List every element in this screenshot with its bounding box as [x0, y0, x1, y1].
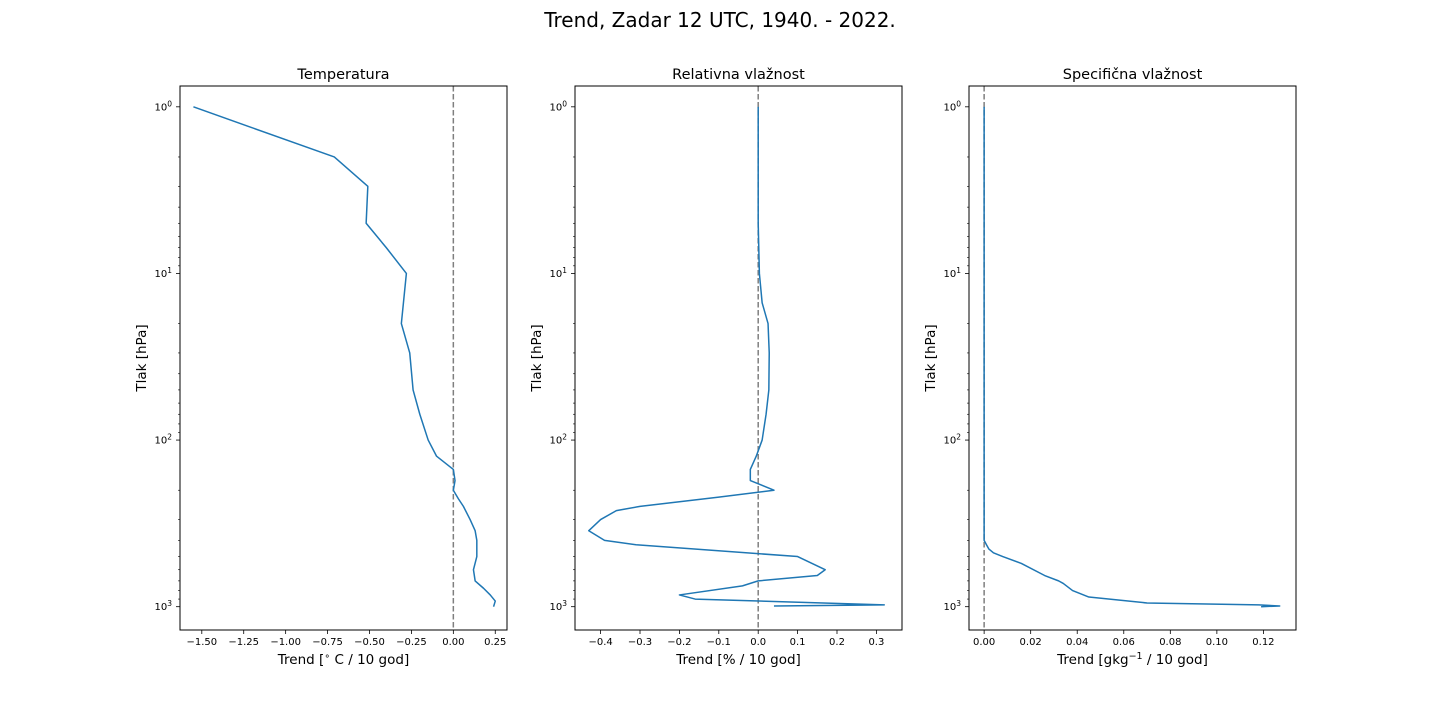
- x-tick-label: 0.25: [484, 637, 506, 648]
- y-tick-label: 100: [154, 99, 172, 114]
- x-tick-label: −0.4: [588, 637, 612, 648]
- plot-frame: [574, 85, 903, 631]
- x-tick-label: 0.02: [1020, 637, 1042, 648]
- x-tick-label: −0.50: [354, 637, 385, 648]
- y-tick-label: 103: [549, 599, 567, 614]
- x-tick-label: 0.00: [442, 637, 464, 648]
- x-tick-label: −0.25: [396, 637, 427, 648]
- x-tick-label: −0.3: [628, 637, 652, 648]
- x-tick-label: 0.08: [1159, 637, 1181, 648]
- series-line-1: [983, 106, 1281, 608]
- x-tick-label: 0.1: [790, 637, 806, 648]
- figure-suptitle: Trend, Zadar 12 UTC, 1940. - 2022.: [544, 8, 896, 32]
- x-tick-label: 0.04: [1066, 637, 1088, 648]
- x-tick-label: 0.10: [1206, 637, 1228, 648]
- y-tick-label: 101: [943, 265, 961, 280]
- x-tick-label: −1.00: [270, 637, 301, 648]
- y-axis-label: Tlak [hPa]: [529, 324, 545, 392]
- plot-frame: [968, 85, 1297, 631]
- x-tick-label: 0.06: [1113, 637, 1135, 648]
- x-axis-label: Trend [% / 10 god]: [675, 652, 801, 668]
- y-tick-label: 102: [154, 432, 172, 447]
- y-tick-label: 103: [154, 599, 172, 614]
- x-tick-label: 0.12: [1252, 637, 1274, 648]
- x-axis-label: Trend [∘ C / 10 god]: [277, 651, 409, 669]
- x-axis-label: Trend [gkg−1 / 10 god]: [1056, 651, 1208, 669]
- y-tick-label: 103: [943, 599, 961, 614]
- series-line-1: [588, 106, 886, 607]
- panel-title: Specifična vlažnost: [1063, 67, 1203, 83]
- chart-panel-2: −0.4 −0.3 −0.2 −0.1 0.0 0.1 0.2 0.3 100 101 102 103…: [529, 67, 903, 668]
- y-tick-label: 100: [943, 99, 961, 114]
- y-axis-label: Tlak [hPa]: [923, 324, 939, 392]
- panel-title: Relativna vlažnost: [672, 67, 805, 83]
- y-tick-label: 102: [549, 432, 567, 447]
- x-tick-label: 0.0: [750, 637, 766, 648]
- x-tick-label: −1.25: [228, 637, 259, 648]
- series-line-1: [193, 106, 497, 607]
- x-tick-label: 0.00: [973, 637, 995, 648]
- plot-frame: [179, 85, 508, 631]
- x-tick-label: −0.75: [312, 637, 343, 648]
- x-tick-label: −1.50: [186, 637, 217, 648]
- chart-panel-1: −1.50 −1.25 −1.00 −0.75 −0.50 −0.25 0.00 0.25 10…: [134, 67, 508, 669]
- x-tick-label: −0.1: [707, 637, 731, 648]
- x-tick-label: −0.2: [667, 637, 691, 648]
- y-tick-label: 101: [154, 265, 172, 280]
- y-axis-label: Tlak [hPa]: [134, 324, 150, 392]
- y-tick-label: 101: [549, 265, 567, 280]
- y-tick-label: 102: [943, 432, 961, 447]
- x-tick-label: 0.2: [829, 637, 845, 648]
- x-tick-label: 0.3: [868, 637, 884, 648]
- y-tick-label: 100: [549, 99, 567, 114]
- chart-panel-3: 0.00 0.02 0.04 0.06 0.08 0.10 0.12 100 101 102 103…: [923, 67, 1297, 669]
- panel-title: Temperatura: [296, 67, 389, 83]
